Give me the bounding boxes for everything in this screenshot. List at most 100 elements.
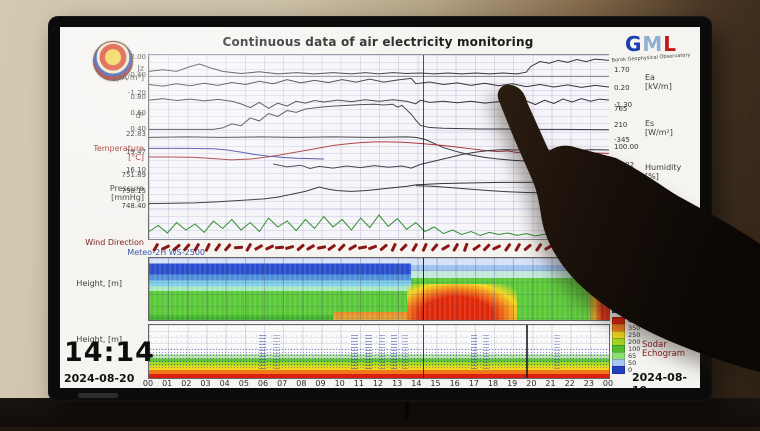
wind-arrow-icon xyxy=(306,243,316,251)
wind-arrow-icon xyxy=(492,243,502,251)
time-cursor-line xyxy=(422,55,424,96)
page-title: Continuous data of air electricity monit… xyxy=(222,35,534,49)
sodar-height-label: Height, [m] xyxy=(76,335,122,344)
wind-arrow-icon xyxy=(586,242,593,252)
wind-arrow-icon xyxy=(555,242,563,252)
wind-arrow-icon xyxy=(410,242,418,252)
hour-label: 01 xyxy=(162,379,173,388)
tick-label: 748.40 xyxy=(121,202,147,211)
tick-label: 765 xyxy=(614,105,628,114)
series-d2 xyxy=(149,99,609,109)
gml-letter-l: L xyxy=(663,32,678,56)
observatory-emblem-icon xyxy=(93,41,133,81)
hour-label: 13 xyxy=(392,379,403,388)
wind-arrow-icon xyxy=(534,242,542,252)
wind-arrow-icon xyxy=(204,242,211,252)
sodar-echogram-label: Sodar Echogram xyxy=(642,340,686,359)
wind-arrow-icon xyxy=(430,242,439,252)
wind-arrow-icon xyxy=(182,242,191,252)
wind-arrow-icon xyxy=(514,242,521,252)
wind-arrow-icon xyxy=(161,243,171,251)
tick-label: 22.83 xyxy=(125,129,146,138)
tv-brand-logo xyxy=(78,393,118,398)
wind-arrow-icon xyxy=(368,244,378,250)
hour-label: 18 xyxy=(487,379,499,388)
tick-label: 751.89 xyxy=(121,171,147,180)
tick-label: 0.60 xyxy=(130,109,146,118)
gml-letter-m: M xyxy=(642,32,664,56)
chart-panel-temperature-humidity: 22.83 19.47 16.10 100.00 66.02 32.03 xyxy=(126,130,639,186)
series-Ea xyxy=(149,59,609,74)
hour-label: 17 xyxy=(468,379,479,388)
wind-arrow-icon xyxy=(347,243,357,251)
axis-caption-pressure: Pressure [mmHg] xyxy=(109,184,144,202)
wind-arrow-icon xyxy=(463,242,469,252)
wind-speed-colorbar: 16.5 15.1 13.8 12.4 11.0 xyxy=(612,262,692,313)
gml-letter-g: G xyxy=(624,32,643,56)
tick-label: 0.40 xyxy=(130,71,146,80)
wind-arrow-icon xyxy=(523,243,533,251)
hour-label: 20 xyxy=(526,379,537,388)
series-pressure2 xyxy=(416,186,609,193)
time-cursor-line xyxy=(422,325,424,378)
hour-label: 15 xyxy=(430,379,441,388)
wind-arrow-icon xyxy=(565,242,574,252)
hour-label: 10 xyxy=(334,379,345,388)
wind-sensor-label: Meteo-2H WS-2500 xyxy=(127,248,205,257)
wind-arrow-icon xyxy=(399,242,408,252)
wind-arrow-icon xyxy=(544,243,554,251)
time-cursor-line xyxy=(422,132,424,173)
hour-label: 23 xyxy=(583,379,594,388)
wind-arrow-icon xyxy=(596,242,605,252)
wind-arrow-icon xyxy=(326,243,336,251)
tv-cable xyxy=(405,398,409,420)
hour-label: 07 xyxy=(277,379,288,388)
tick-label: 210 xyxy=(614,120,628,129)
hour-label: 12 xyxy=(372,379,384,388)
date-left: 2024-08-20 xyxy=(64,372,135,385)
wind-arrow-icon xyxy=(193,242,201,252)
series-temperature xyxy=(149,142,609,160)
chart-panel-horizontal-wind xyxy=(148,209,609,240)
wind-direction-arrows xyxy=(148,239,608,255)
wind-arrow-icon xyxy=(316,244,326,250)
axis-caption-es: Es [W/m²] xyxy=(645,119,673,137)
hour-label: 14 xyxy=(411,379,422,388)
hour-label: 02 xyxy=(181,379,192,388)
time-cursor-line xyxy=(422,209,424,239)
hour-label: 06 xyxy=(257,379,269,388)
hour-label: 00 xyxy=(602,379,614,388)
wind-arrow-icon xyxy=(245,242,252,252)
tick-label: 19.47 xyxy=(125,148,146,157)
series-horizontal-wind xyxy=(149,215,609,236)
sodar-echogram: 70060050040030020010050 xyxy=(148,324,610,379)
tv-frame: Continuous data of air electricity monit… xyxy=(48,16,712,402)
hour-label: 00 xyxy=(142,379,154,388)
colorbar-row: 0 xyxy=(612,365,692,374)
wind-height-heatmap: 1000800600400200 xyxy=(148,257,610,321)
time-cursor-line xyxy=(422,95,424,132)
hour-label: 09 xyxy=(315,379,326,388)
chart-panel-pressure: 751.89 750.15 748.40 xyxy=(122,171,609,210)
wind-arrow-icon xyxy=(275,245,285,249)
tick-label: 100.00 xyxy=(614,143,639,152)
date-right: 2024-08-19 xyxy=(632,371,688,388)
hour-label: 16 xyxy=(449,379,460,388)
wind-heatmap-height-label: Height, [m] xyxy=(76,279,122,288)
hour-label: 22 xyxy=(564,379,575,388)
tick-label: 2.00 xyxy=(130,52,146,61)
tick-label: 32.03 xyxy=(614,178,635,187)
hour-label: 19 xyxy=(507,379,518,388)
wind-arrow-icon xyxy=(296,243,305,251)
axis-caption-humidity: Humidity [%] xyxy=(645,163,682,181)
tick-label: 1.70 xyxy=(614,66,630,75)
axis-caption-horizontal-wind: Horizontal wind [m/s] xyxy=(645,207,686,234)
axis-caption-d2: d² xyxy=(135,111,144,120)
wind-arrow-icon xyxy=(233,245,243,249)
tick-label: 0.80 xyxy=(130,93,146,102)
tick-label: 0.20 xyxy=(614,83,630,92)
tick-label: 750.15 xyxy=(121,186,147,195)
series-Jz xyxy=(149,78,609,87)
clock-display: 14:14 xyxy=(64,337,155,368)
tick-label: 16.10 xyxy=(125,166,146,175)
